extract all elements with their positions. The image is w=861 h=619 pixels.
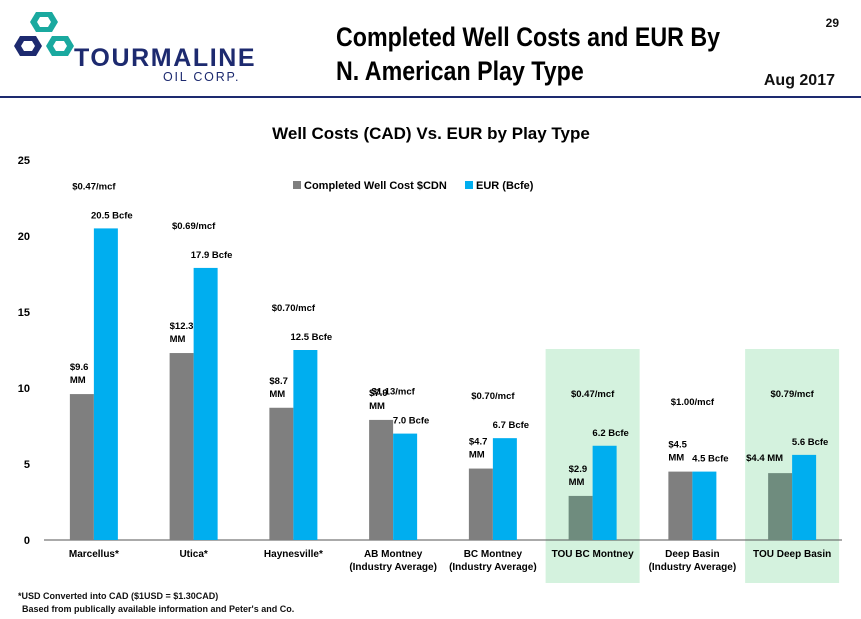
eur-data-label: 6.2 Bcfe bbox=[592, 428, 628, 439]
category-label: (Industry Average) bbox=[349, 562, 437, 573]
cost-data-label: $7.9 bbox=[369, 388, 388, 399]
label-layer: $9.6 MM 20.5 Bcfe $0.47/mcf Marcellus* $12.3 M… bbox=[69, 181, 831, 573]
category-label: TOU Deep Basin bbox=[753, 549, 831, 560]
category-label: Haynesville* bbox=[264, 549, 323, 560]
eur-bar bbox=[792, 454, 817, 540]
eur-bar bbox=[93, 228, 118, 540]
y-axis: 0 5 10 15 20 25 bbox=[18, 155, 842, 547]
cost-per-mcf-label: $0.70/mcf bbox=[272, 303, 316, 314]
y-tick-label: 20 bbox=[18, 231, 30, 243]
eur-data-label: 6.7 Bcfe bbox=[493, 420, 529, 431]
bar-layer bbox=[69, 228, 817, 540]
eur-bar bbox=[193, 267, 218, 540]
y-tick-label: 25 bbox=[18, 155, 30, 167]
eur-data-label: 5.6 Bcfe bbox=[792, 437, 828, 448]
cost-data-label: MM bbox=[70, 375, 86, 386]
page-title-line-1: Completed Well Costs and EUR By bbox=[336, 22, 721, 52]
company-logo: TOURMALINE OIL CORP. bbox=[14, 8, 264, 88]
y-tick-label: 0 bbox=[24, 535, 30, 547]
page-title: Completed Well Costs and EUR By N. Ameri… bbox=[336, 20, 720, 88]
cost-data-label: $12.3 bbox=[170, 321, 194, 332]
cost-bar bbox=[369, 419, 394, 540]
footnote-line-1: *USD Converted into CAD ($1USD = $1.30CA… bbox=[18, 591, 219, 601]
eur-bar bbox=[393, 433, 418, 540]
cost-data-label: $4.4 MM bbox=[746, 453, 783, 464]
y-tick-label: 5 bbox=[24, 459, 30, 471]
footnote: *USD Converted into CAD ($1USD = $1.30CA… bbox=[18, 590, 294, 616]
cost-per-mcf-label: $0.47/mcf bbox=[72, 181, 116, 192]
cost-bar bbox=[468, 468, 493, 540]
cost-bar bbox=[69, 394, 94, 540]
eur-data-label: 7.0 Bcfe bbox=[393, 416, 429, 427]
cost-data-label: $4.5 bbox=[668, 440, 687, 451]
cost-per-mcf-label: $1.00/mcf bbox=[671, 397, 715, 408]
cost-data-label: MM bbox=[469, 450, 485, 461]
eur-data-label: 4.5 Bcfe bbox=[692, 454, 728, 465]
category-label: Marcellus* bbox=[69, 549, 119, 560]
page-number: 29 bbox=[825, 16, 839, 30]
category-label: (Industry Average) bbox=[449, 562, 537, 573]
cost-per-mcf-label: $0.79/mcf bbox=[770, 389, 814, 400]
cost-per-mcf-label: $0.70/mcf bbox=[471, 391, 515, 402]
chart-legend: Completed Well Cost $CDN EUR (Bcfe) bbox=[293, 180, 534, 192]
cost-data-label: MM bbox=[569, 477, 585, 488]
eur-bar bbox=[492, 438, 517, 540]
cost-data-label: $9.6 bbox=[70, 362, 89, 373]
footnote-line-2: Based from publically available informat… bbox=[22, 604, 295, 614]
page-title-line-2: N. American Play Type bbox=[336, 56, 584, 86]
eur-data-label: 20.5 Bcfe bbox=[91, 210, 133, 221]
y-tick-label: 15 bbox=[18, 307, 30, 319]
legend-label-eur: EUR (Bcfe) bbox=[476, 180, 534, 192]
legend-label-cost: Completed Well Cost $CDN bbox=[304, 180, 447, 192]
cost-bar bbox=[169, 353, 194, 540]
y-tick-label: 10 bbox=[18, 383, 30, 395]
eur-data-label: 17.9 Bcfe bbox=[191, 250, 233, 261]
legend-swatch-eur bbox=[465, 181, 473, 189]
cost-data-label: MM bbox=[369, 401, 385, 412]
logo-subtitle: OIL CORP. bbox=[163, 70, 241, 84]
category-label: Utica* bbox=[179, 549, 207, 560]
category-label: TOU BC Montney bbox=[552, 549, 634, 560]
tourmaline-logo-mark bbox=[14, 12, 74, 56]
category-label: AB Montney bbox=[364, 549, 423, 560]
eur-bar bbox=[692, 471, 717, 540]
logo-wordmark: TOURMALINE bbox=[74, 44, 257, 72]
category-label: BC Montney bbox=[464, 549, 523, 560]
cost-bar bbox=[668, 471, 693, 540]
cost-bar bbox=[768, 473, 793, 540]
cost-per-mcf-label: $0.47/mcf bbox=[571, 389, 615, 400]
header-divider bbox=[0, 96, 861, 98]
eur-bar bbox=[293, 350, 318, 540]
cost-data-label: MM bbox=[668, 453, 684, 464]
cost-bar bbox=[269, 407, 294, 540]
cost-bar bbox=[568, 495, 593, 540]
cost-per-mcf-label: $0.69/mcf bbox=[172, 221, 216, 232]
eur-data-label: 12.5 Bcfe bbox=[291, 332, 333, 343]
report-date: Aug 2017 bbox=[763, 72, 835, 89]
cost-data-label: $2.9 bbox=[569, 464, 588, 475]
cost-data-label: $4.7 bbox=[469, 437, 488, 448]
category-label: Deep Basin bbox=[665, 549, 719, 560]
cost-data-label: MM bbox=[269, 389, 285, 400]
eur-bar bbox=[592, 445, 617, 540]
category-label: (Industry Average) bbox=[649, 562, 737, 573]
cost-data-label: MM bbox=[170, 334, 186, 345]
cost-data-label: $8.7 bbox=[269, 376, 288, 387]
chart-title: Well Costs (CAD) Vs. EUR by Play Type bbox=[272, 124, 590, 143]
legend-swatch-cost bbox=[293, 181, 301, 189]
cost-per-mcf-label: $1.13/mcf bbox=[371, 387, 415, 398]
